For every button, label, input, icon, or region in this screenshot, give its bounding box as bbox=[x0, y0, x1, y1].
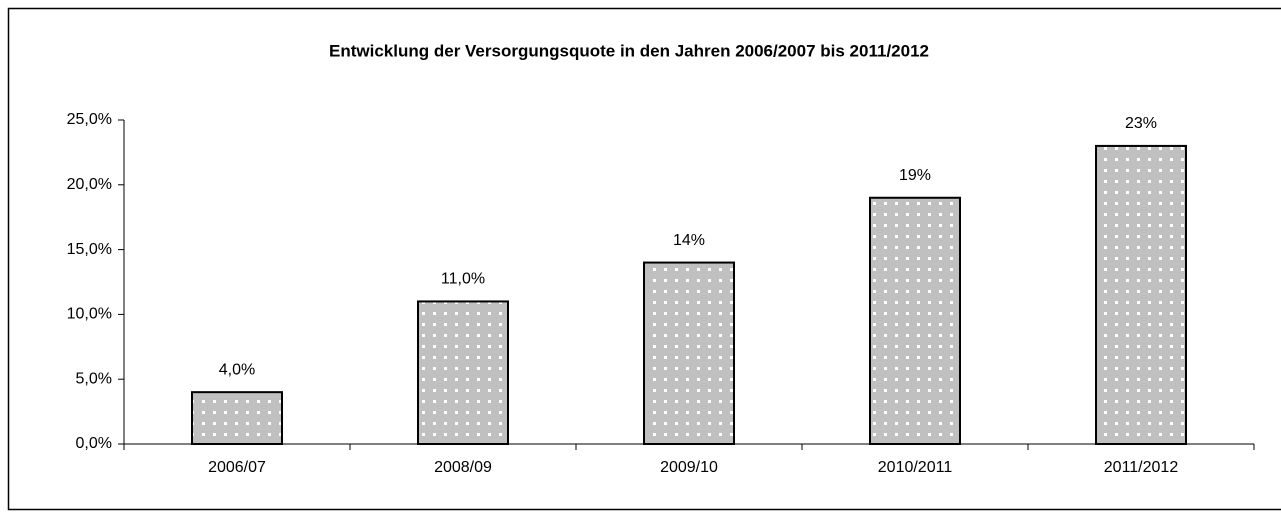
y-tick-label: 15,0% bbox=[67, 241, 112, 258]
data-label: 19% bbox=[899, 167, 931, 184]
y-tick-label: 0,0% bbox=[76, 435, 112, 452]
bar bbox=[191, 391, 283, 446]
chart-title: Entwicklung der Versorgungsquote in den … bbox=[329, 41, 929, 60]
x-tick-label: 2009/10 bbox=[660, 459, 718, 476]
y-tick-label: 10,0% bbox=[67, 306, 112, 323]
bar bbox=[643, 261, 735, 445]
x-tick-label: 2010/2011 bbox=[878, 459, 953, 476]
bar bbox=[869, 196, 961, 445]
data-label: 14% bbox=[673, 232, 705, 249]
y-tick-label: 5,0% bbox=[76, 370, 112, 387]
y-tick-label: 25,0% bbox=[67, 111, 112, 128]
x-tick-label: 2008/09 bbox=[434, 459, 492, 476]
bar bbox=[417, 300, 509, 445]
data-label: 4,0% bbox=[219, 361, 255, 378]
x-tick-label: 2006/07 bbox=[208, 459, 266, 476]
data-label: 11,0% bbox=[441, 271, 485, 288]
bar bbox=[1095, 144, 1187, 445]
x-tick-label: 2011/2012 bbox=[1104, 459, 1179, 476]
data-label: 23% bbox=[1125, 115, 1157, 132]
y-tick-label: 20,0% bbox=[67, 176, 112, 193]
